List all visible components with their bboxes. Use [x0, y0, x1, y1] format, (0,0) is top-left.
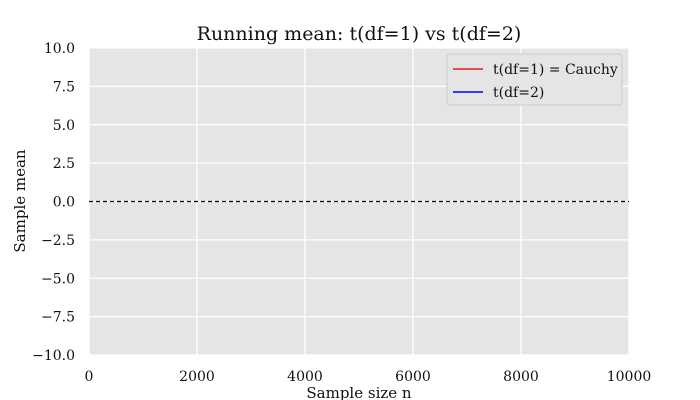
x-tick-label: 6000 [395, 369, 431, 385]
x-tick-label: 4000 [287, 369, 323, 385]
y-tick-label: −10.0 [32, 348, 75, 364]
x-axis-label: Sample size n [306, 384, 412, 400]
x-tick-label: 2000 [179, 369, 215, 385]
y-axis-label: Sample mean [11, 149, 29, 253]
y-tick-label: −5.0 [41, 271, 75, 287]
chart-title: Running mean: t(df=1) vs t(df=2) [197, 23, 522, 45]
y-tick-labels: 10.0 7.5 5.0 2.5 0.0 −2.5 −5.0 −7.5 −10.0 [32, 41, 75, 364]
y-tick-label: 2.5 [53, 156, 75, 172]
x-tick-label: 8000 [503, 369, 539, 385]
legend-label-cauchy: t(df=1) = Cauchy [493, 62, 618, 78]
x-tick-labels: 0 2000 4000 6000 8000 10000 [85, 369, 652, 385]
x-tick-label: 10000 [607, 369, 652, 385]
legend-box [446, 53, 623, 106]
y-tick-label: 7.5 [53, 79, 75, 95]
y-tick-label: −2.5 [41, 233, 75, 249]
legend-label-t2: t(df=2) [493, 85, 544, 101]
y-tick-label: 0.0 [53, 195, 75, 211]
y-tick-label: 10.0 [44, 41, 75, 57]
legend: t(df=1) = Cauchy t(df=2) [446, 53, 623, 106]
y-tick-label: −7.5 [41, 310, 75, 326]
x-tick-label: 0 [85, 369, 94, 385]
y-tick-label: 5.0 [53, 118, 75, 134]
